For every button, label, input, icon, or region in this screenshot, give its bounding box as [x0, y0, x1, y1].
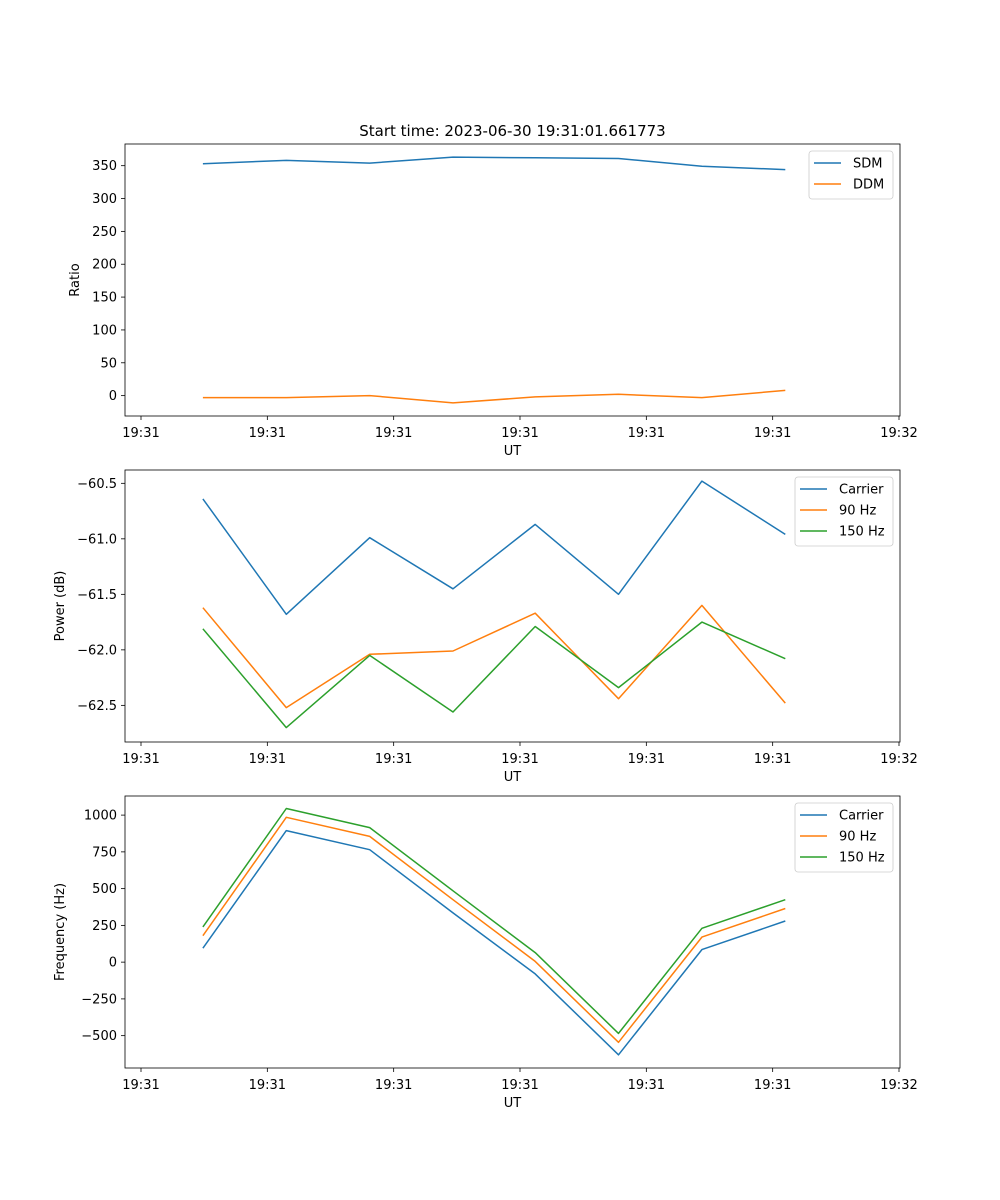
y-tick-label: 100	[92, 323, 117, 338]
y-tick-label: −250	[81, 992, 117, 1007]
x-tick-label: 19:31	[122, 426, 159, 441]
series-line-ddm	[202, 389, 786, 404]
y-tick-label: 1000	[84, 809, 117, 824]
x-tick-label: 19:31	[375, 1078, 412, 1093]
y-tick-label: −62.5	[77, 699, 117, 714]
legend-label-150-hz: 150 Hz	[839, 851, 885, 866]
y-axis-label: Frequency (Hz)	[53, 883, 68, 981]
series-line-sdm	[202, 156, 786, 171]
chart-panel-2: 19:31 19:31 19:31 19:31 19:31 19:31 19:32 −62.5…	[53, 469, 918, 785]
series-line-carrier	[202, 480, 786, 616]
plot-frame	[124, 469, 901, 743]
legend-label-ddm: DDM	[853, 178, 884, 193]
y-axis-label: Power (dB)	[53, 571, 68, 642]
plot-frame	[124, 795, 901, 1069]
x-tick-label: 19:31	[249, 1078, 286, 1093]
series-line-carrier	[202, 829, 786, 1056]
chart-title: Start time: 2023-06-30 19:31:01.661773	[359, 122, 665, 140]
x-tick-label: 19:31	[754, 1078, 791, 1093]
y-tick-label: −60.5	[77, 477, 117, 492]
x-tick-label: 19:31	[501, 752, 538, 767]
legend-label-carrier: Carrier	[839, 483, 884, 498]
x-tick-label: 19:31	[628, 752, 665, 767]
y-tick-label: 300	[92, 192, 117, 207]
y-tick-label: 0	[109, 389, 117, 404]
series-line-90-hz	[202, 816, 786, 1044]
chart-panel-1: 19:31 19:31 19:31 19:31 19:31 19:31 19:32 0 50 10…	[68, 122, 918, 459]
chart-panel-3: 19:31 19:31 19:31 19:31 19:31 19:31 19:32 −500 −…	[53, 795, 918, 1111]
x-axis-label: UT	[504, 1096, 522, 1111]
y-tick-label: 0	[109, 956, 117, 971]
y-tick-label: 250	[92, 919, 117, 934]
x-axis-label: UT	[504, 444, 522, 459]
y-tick-label: −61.0	[77, 532, 117, 547]
x-tick-label: 19:31	[501, 1078, 538, 1093]
x-tick-label: 19:31	[628, 426, 665, 441]
x-tick-label: 19:31	[249, 752, 286, 767]
legend-label-sdm: SDM	[853, 157, 882, 172]
x-tick-label: 19:31	[249, 426, 286, 441]
x-tick-label: 19:32	[880, 1078, 917, 1093]
series-line-90-hz	[202, 604, 786, 709]
legend-label-90-hz: 90 Hz	[839, 830, 876, 845]
y-tick-label: −61.5	[77, 588, 117, 603]
legend: SDM DDM	[808, 150, 894, 200]
y-tick-label: 50	[100, 356, 117, 371]
legend-box	[794, 802, 894, 873]
series-line-150-hz	[202, 621, 786, 729]
legend-label-150-hz: 150 Hz	[839, 525, 885, 540]
y-tick-label: 250	[92, 225, 117, 240]
x-tick-label: 19:31	[628, 1078, 665, 1093]
y-tick-label: −62.0	[77, 643, 117, 658]
legend: Carrier 90 Hz 150 Hz	[794, 802, 894, 873]
x-tick-label: 19:31	[754, 752, 791, 767]
x-tick-label: 19:31	[375, 426, 412, 441]
x-tick-label: 19:31	[122, 1078, 159, 1093]
legend-label-90-hz: 90 Hz	[839, 504, 876, 519]
x-tick-label: 19:32	[880, 426, 917, 441]
x-axis-label: UT	[504, 770, 522, 785]
y-tick-label: 350	[92, 159, 117, 174]
legend-label-carrier: Carrier	[839, 809, 884, 824]
series-line-150-hz	[202, 807, 786, 1035]
y-tick-label: 750	[92, 845, 117, 860]
y-axis-label: Ratio	[68, 263, 83, 296]
plot-frame	[124, 143, 901, 417]
y-tick-label: 150	[92, 291, 117, 306]
y-tick-label: 500	[92, 882, 117, 897]
x-tick-label: 19:32	[880, 752, 917, 767]
x-tick-label: 19:31	[122, 752, 159, 767]
y-tick-label: −500	[81, 1029, 117, 1044]
x-tick-label: 19:31	[754, 426, 791, 441]
legend: Carrier 90 Hz 150 Hz	[794, 476, 894, 547]
y-tick-label: 200	[92, 258, 117, 273]
legend-box	[794, 476, 894, 547]
x-tick-label: 19:31	[501, 426, 538, 441]
x-tick-label: 19:31	[375, 752, 412, 767]
